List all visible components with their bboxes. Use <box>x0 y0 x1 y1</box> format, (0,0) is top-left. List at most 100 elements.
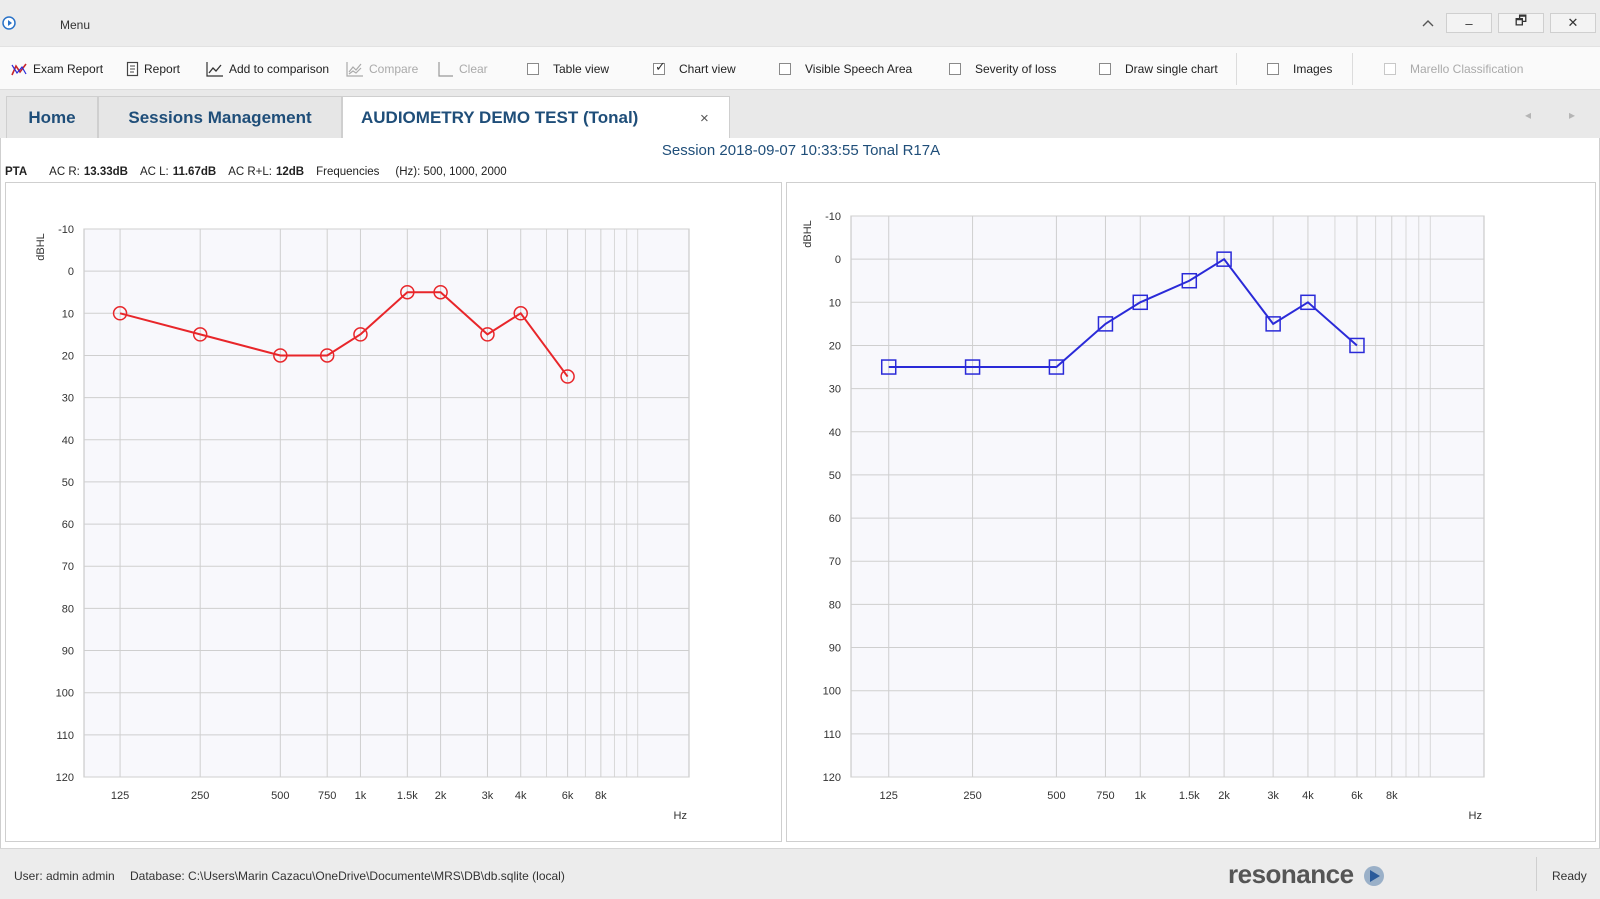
status-ready: Ready <box>1552 869 1587 883</box>
x-tick-label: 125 <box>880 790 898 802</box>
x-tick-label: 8k <box>1386 790 1398 802</box>
exam-report-label: Exam Report <box>33 62 104 76</box>
menu-button[interactable]: Menu <box>60 18 91 32</box>
clear-label: Clear <box>459 62 488 76</box>
x-tick-label: 6k <box>1351 790 1363 802</box>
y-tick-label: 40 <box>829 427 841 439</box>
x-tick-label: 3k <box>482 790 494 802</box>
severity-of-loss-check[interactable] <box>949 63 961 75</box>
close-tab-icon[interactable]: × <box>700 110 709 127</box>
data-point <box>1349 337 1365 354</box>
report-button[interactable]: Report <box>126 60 180 78</box>
y-tick-label: -10 <box>825 211 841 223</box>
chart-view-label: Chart view <box>679 62 736 76</box>
data-point <box>433 284 448 300</box>
plot-area <box>850 215 1485 778</box>
compare-label: Compare <box>369 62 419 76</box>
right-ear-audiogram: -10 0 10 20 30 40 50 60 70 80 90 100 110 120 125 250 500… <box>35 224 690 822</box>
y-axis-label: dBHL <box>802 220 814 248</box>
x-tick-label: 750 <box>318 790 336 802</box>
x-tick-label: 2k <box>1218 790 1230 802</box>
resonance-logo: resonance <box>1228 859 1388 890</box>
y-tick-label: 90 <box>829 643 841 655</box>
tab-scroll-right-icon[interactable]: ▸ <box>1569 108 1576 122</box>
data-point <box>192 327 208 342</box>
frequencies-label: Frequencies <box>316 166 380 178</box>
data-point <box>112 306 128 321</box>
y-tick-label: 110 <box>823 729 841 741</box>
tab-scroll-left-icon[interactable]: ◂ <box>1525 108 1532 122</box>
visible-speech-area-checkbox[interactable]: Visible Speech Area <box>779 60 912 78</box>
x-tick-label: 1k <box>355 790 367 802</box>
x-tick-label: 1.5k <box>397 790 418 802</box>
toolbar: Exam Report Report Add to comparison Com… <box>0 46 1600 90</box>
minimize-icon: – <box>1465 15 1473 31</box>
logo-text: resonance <box>1228 859 1354 889</box>
series-line <box>119 291 569 378</box>
x-axis-label: Hz <box>674 810 687 822</box>
y-tick-label: 70 <box>62 561 74 573</box>
app-icon[interactable] <box>2 16 16 30</box>
ac-r-value: 13.33dB <box>83 166 128 178</box>
visible-speech-area-check[interactable] <box>779 63 791 75</box>
x-tick-label: 2k <box>435 790 447 802</box>
y-tick-label: 100 <box>56 688 74 700</box>
frequencies-value: (Hz): 500, 1000, 2000 <box>395 166 507 178</box>
y-tick-label: 50 <box>62 477 74 489</box>
y-tick-label: 90 <box>62 646 74 658</box>
y-tick-label: 80 <box>62 603 74 615</box>
exam-report-button[interactable]: Exam Report <box>10 60 103 78</box>
data-point <box>1048 359 1065 375</box>
status-database: Database: C:\Users\Marin Cazacu\OneDrive… <box>130 869 565 883</box>
right-ear-chart-panel: -10 0 10 20 30 40 50 60 70 80 90 100 110 120 125 250 500… <box>5 182 782 842</box>
minimize-button[interactable]: – <box>1446 13 1492 33</box>
add-to-comparison-label: Add to comparison <box>229 62 330 76</box>
chart-view-check[interactable]: ✓ <box>653 59 666 75</box>
data-point <box>560 369 575 384</box>
left-ear-audiogram: -10 0 10 20 30 40 50 60 70 80 90 100 110 120 125 250 500… <box>802 211 1485 822</box>
ac-l-value: 11.67dB <box>172 166 217 178</box>
pta-label: PTA <box>5 166 28 178</box>
close-window-button[interactable]: ✕ <box>1550 13 1596 33</box>
x-axis-label: Hz <box>1469 810 1482 822</box>
chart-view-checkbox[interactable]: ✓ Chart view <box>653 60 736 78</box>
data-point <box>1300 294 1316 311</box>
ac-l-label: AC L: <box>139 166 169 178</box>
tab-sessions-management-label: Sessions Management <box>128 107 312 127</box>
marello-classification-checkbox[interactable]: Marello Classification <box>1384 60 1523 78</box>
clear-button[interactable]: Clear <box>438 60 488 78</box>
tab-home[interactable]: Home <box>6 96 98 138</box>
tab-sessions-management[interactable]: Sessions Management <box>98 96 342 138</box>
images-check[interactable] <box>1267 63 1279 75</box>
draw-single-chart-label: Draw single chart <box>1125 62 1218 76</box>
draw-single-chart-checkbox[interactable]: Draw single chart <box>1099 60 1218 78</box>
images-checkbox[interactable]: Images <box>1267 60 1332 78</box>
marello-classification-check[interactable] <box>1384 63 1396 75</box>
x-tick-label: 1.5k <box>1179 790 1200 802</box>
table-view-checkbox[interactable]: Table view <box>527 60 609 78</box>
compare-button[interactable]: Compare <box>346 60 418 78</box>
logo-icon <box>1364 866 1385 887</box>
y-tick-label: 30 <box>829 384 841 396</box>
add-to-comparison-button[interactable]: Add to comparison <box>206 60 329 78</box>
table-view-check[interactable] <box>527 63 539 75</box>
checkmark-icon: ✓ <box>655 59 666 74</box>
data-point <box>273 348 288 363</box>
report-icon <box>126 61 139 77</box>
severity-of-loss-checkbox[interactable]: Severity of loss <box>949 60 1056 78</box>
tab-strip: Home Sessions Management AUDIOMETRY DEMO… <box>0 90 1600 139</box>
collapse-ribbon-icon[interactable] <box>1418 14 1438 32</box>
y-tick-label: 60 <box>829 513 841 525</box>
tab-audiometry-demo-test[interactable]: AUDIOMETRY DEMO TEST (Tonal) <box>342 96 730 139</box>
severity-of-loss-label: Severity of loss <box>975 62 1057 76</box>
draw-single-chart-check[interactable] <box>1099 63 1111 75</box>
restore-button[interactable]: 🗗 <box>1498 13 1544 33</box>
y-tick-label: 110 <box>56 730 74 742</box>
title-bar: Menu – 🗗 ✕ <box>0 0 1600 46</box>
x-tick-label: 500 <box>271 790 289 802</box>
data-point <box>1265 316 1281 332</box>
left-ear-chart-panel: -10 0 10 20 30 40 50 60 70 80 90 100 110 120 125 250 500… <box>786 182 1596 842</box>
x-tick-label: 750 <box>1096 790 1114 802</box>
y-axis-label: dBHL <box>35 233 47 261</box>
toolbar-separator <box>1352 53 1353 85</box>
